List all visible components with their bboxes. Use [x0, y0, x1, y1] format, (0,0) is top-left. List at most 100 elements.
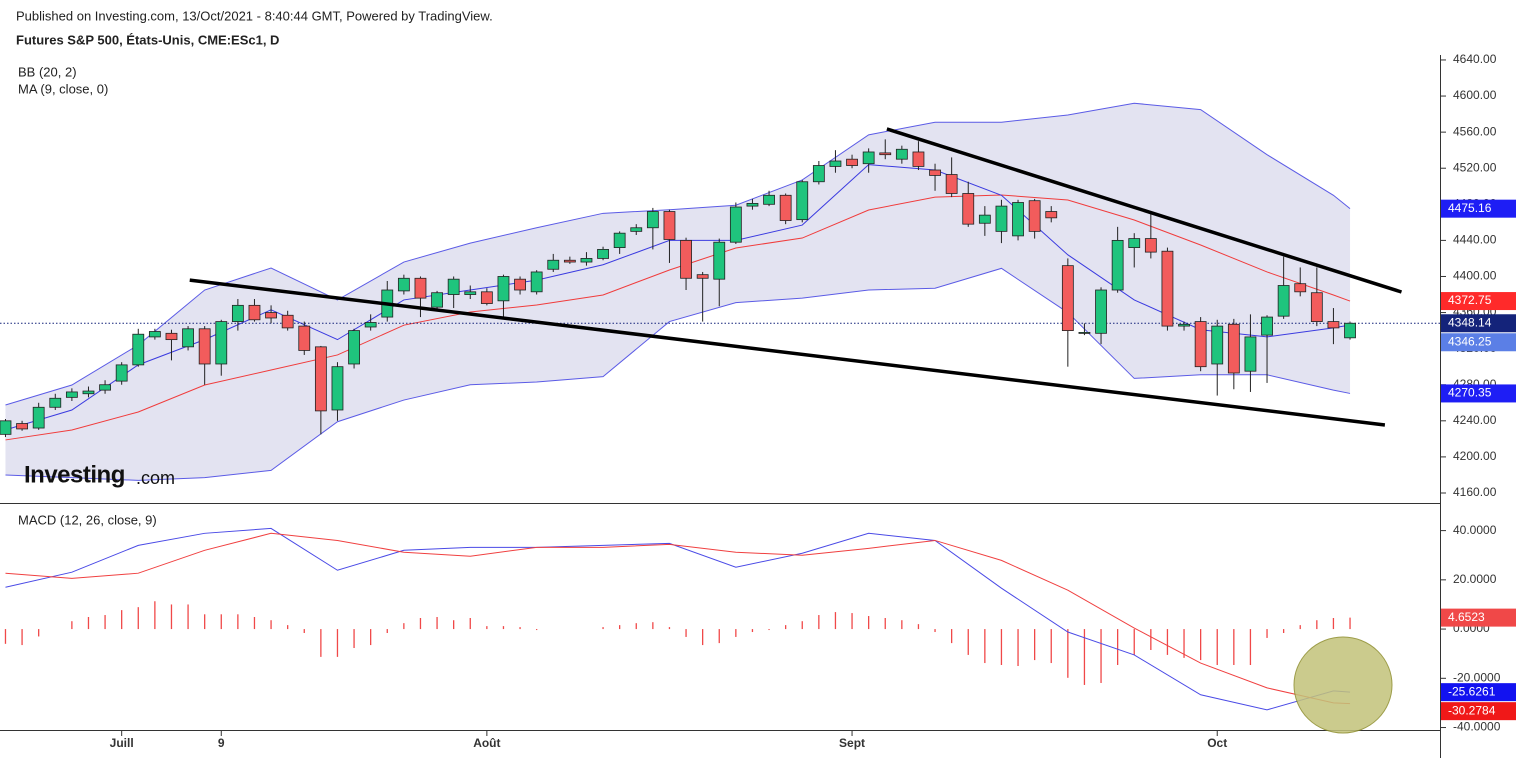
candle-body — [862, 151, 875, 165]
candle-body — [1178, 323, 1190, 327]
price-panel: 4160.004200.004240.004280.004320.004360.… — [0, 52, 1497, 499]
y-tick-label: 4560.00 — [1453, 124, 1497, 138]
x-tick-label: Juill — [110, 736, 134, 750]
candle-body — [1095, 289, 1107, 334]
candle-body — [1327, 321, 1340, 329]
candle-body — [165, 332, 178, 341]
y-tick-label: 4520.00 — [1453, 160, 1497, 174]
candle-body — [497, 276, 510, 302]
candle-body — [696, 274, 709, 279]
candle-body — [729, 206, 742, 243]
value-box — [1441, 314, 1516, 333]
indicator-label: MA (9, close, 0) — [18, 81, 108, 96]
candle-body — [1161, 250, 1174, 327]
candle-body — [1310, 292, 1323, 322]
candle-body — [646, 211, 659, 229]
value-box-label: 4.6523 — [1448, 610, 1485, 624]
candle-body — [1078, 332, 1091, 334]
candle-body — [530, 271, 543, 293]
candle-body — [1261, 316, 1273, 336]
candle-body — [1294, 283, 1307, 293]
candle-body — [796, 181, 809, 221]
candle-body — [314, 346, 327, 412]
candle-body — [563, 259, 576, 263]
candle-body — [779, 194, 792, 221]
candle-body — [812, 165, 825, 183]
candle-body — [82, 390, 95, 395]
candle-body — [32, 406, 45, 429]
candle-body — [248, 304, 261, 321]
value-box-label: 4270.35 — [1448, 386, 1492, 400]
candle-body — [829, 160, 842, 167]
candle-body — [0, 420, 12, 435]
value-box — [1441, 292, 1516, 311]
candle-body — [995, 205, 1008, 232]
candle-body — [580, 258, 593, 263]
y-tick-label: 40.0000 — [1453, 523, 1497, 537]
candle-body — [49, 397, 62, 408]
candle-body — [1144, 238, 1157, 253]
candle-body — [613, 232, 626, 249]
value-box — [1441, 683, 1516, 702]
candle-body — [547, 259, 560, 270]
y-tick-label: 4600.00 — [1453, 88, 1497, 102]
candle-body — [182, 328, 194, 348]
value-box-label: 4348.14 — [1448, 315, 1492, 329]
value-box — [1441, 702, 1516, 721]
candle-body — [148, 331, 161, 338]
highlight-circle — [1293, 636, 1393, 734]
macd-line — [5, 527, 1351, 711]
candle-body — [597, 249, 609, 259]
x-tick-label: 9 — [218, 736, 225, 750]
candle-body — [1111, 239, 1124, 291]
y-tick-label: 20.0000 — [1453, 572, 1497, 586]
macd-line — [5, 532, 1351, 705]
candle-body — [431, 292, 443, 308]
value-box — [1441, 384, 1516, 403]
y-tick-label: 4200.00 — [1453, 449, 1497, 463]
candle-body — [447, 278, 460, 295]
candle-body — [713, 241, 726, 280]
candle-body — [663, 211, 676, 240]
candle-body — [746, 203, 759, 207]
candle-body — [630, 227, 643, 232]
top-layer: Juill 9 Août Sept Oct — [110, 127, 1403, 750]
candle-body — [1227, 323, 1240, 374]
y-tick-label: 4400.00 — [1453, 269, 1497, 283]
candle-body — [480, 291, 493, 304]
x-tick-label: Août — [473, 736, 500, 750]
candle-body — [962, 193, 975, 225]
chart-title: Futures S&P 500, États-Unis, CME:ESc1, D — [16, 32, 279, 47]
candle-body — [879, 152, 892, 156]
value-boxes: 4475.16 4372.75 4348.14 4346.25 4270.35 4.652… — [1441, 199, 1516, 721]
x-tick-label: Oct — [1207, 736, 1227, 750]
candle-body — [198, 328, 211, 365]
trend-line — [189, 278, 1386, 427]
value-box-label: -30.2784 — [1448, 703, 1496, 717]
candle-body — [464, 291, 477, 295]
overlay — [1293, 636, 1393, 734]
candle-body — [348, 330, 360, 365]
candle-body — [912, 151, 925, 167]
header: Published on Investing.com, 13/Oct/2021 … — [16, 8, 493, 23]
y-tick-label: 4440.00 — [1453, 233, 1497, 247]
candle-body — [132, 333, 145, 366]
logo-name: Investing — [24, 461, 125, 488]
candle-body — [846, 158, 858, 166]
candle-body — [945, 174, 958, 194]
candle-body — [265, 312, 277, 319]
logo: Investing .com — [24, 461, 175, 488]
candle-body — [978, 214, 991, 224]
y-tick-label: 4640.00 — [1453, 52, 1497, 66]
candle-body — [65, 391, 78, 398]
candle-body — [1277, 285, 1290, 317]
candle-body — [1344, 322, 1356, 339]
value-box — [1441, 608, 1516, 627]
candle-body — [215, 321, 228, 365]
value-box-label: -25.6261 — [1448, 684, 1496, 698]
value-box — [1441, 333, 1516, 352]
candle-body — [929, 169, 941, 176]
macd-title: MACD (12, 26, close, 9) — [18, 512, 157, 527]
